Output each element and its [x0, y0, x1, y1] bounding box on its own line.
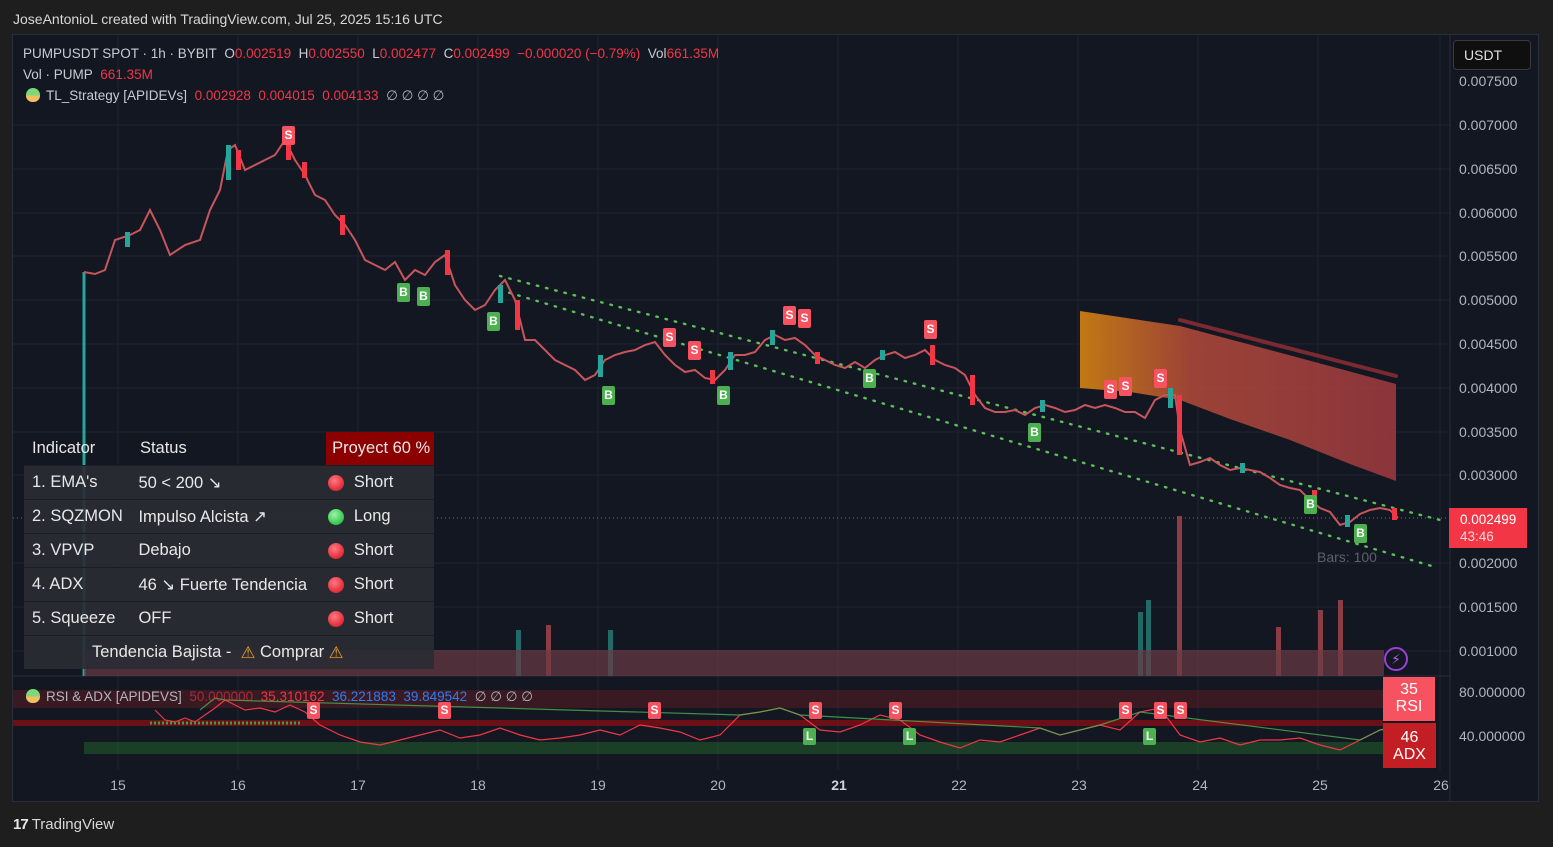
sell-signal: S: [798, 309, 811, 328]
bar-countdown: 43:46: [1460, 529, 1494, 544]
rsi-tick: 40.000000: [1459, 728, 1526, 744]
price-tick: 0.001000: [1459, 643, 1518, 659]
table-row: 4. ADX 46 ↘ Fuerte Tendencia Short: [24, 567, 434, 601]
price-tick: 0.005500: [1459, 248, 1518, 264]
rsi-sell-signal: S: [1154, 702, 1167, 719]
low-value: 0.002477: [379, 46, 437, 61]
time-tick: 22: [951, 777, 967, 793]
price-tick: 0.007500: [1459, 73, 1518, 89]
rsi-sell-signal: S: [1174, 702, 1187, 719]
table-header: Indicator Status Proyect 60 %: [24, 432, 434, 465]
buy-signal: B: [1354, 524, 1367, 543]
volume-legend[interactable]: Vol · PUMP 661.35M: [23, 67, 153, 82]
time-tick: 25: [1312, 777, 1328, 793]
open-value: 0.002519: [234, 46, 292, 61]
change-value: −0.000020 (−0.79%): [517, 46, 641, 61]
rsi-line: [154, 699, 1391, 751]
table-row: 2. SQZMON Impulso Alcista ↗ Long: [24, 499, 434, 533]
table-row: 3. VPVP Debajo Short: [24, 533, 434, 567]
candle-bodies: [125, 140, 1397, 527]
rsi-sell-signal: S: [889, 702, 902, 719]
rsi-value-tag: 35 RSI: [1383, 677, 1435, 721]
time-tick: 18: [470, 777, 486, 793]
high-value: 0.002550: [308, 46, 365, 61]
time-tick: 15: [110, 777, 126, 793]
buy-signal: B: [417, 287, 430, 306]
sell-signal: S: [663, 328, 676, 347]
lightning-icon[interactable]: ⚡: [1384, 647, 1408, 671]
frog-icon: [26, 88, 40, 102]
price-tick: 0.007000: [1459, 117, 1518, 133]
buy-signal: B: [487, 312, 500, 331]
time-tick: 20: [710, 777, 726, 793]
rsi-tick: 80.000000: [1459, 684, 1526, 700]
price-tick: 0.002000: [1459, 555, 1518, 571]
table-footer: Tendencia Bajista - ⚠ Comprar ⚠: [24, 635, 434, 669]
frog-icon: [26, 689, 40, 703]
buy-signal: B: [1304, 495, 1317, 514]
long-dot-icon: [327, 508, 344, 525]
time-tick: 19: [590, 777, 606, 793]
buy-signal: B: [1028, 423, 1041, 442]
warning-icon: ⚠: [328, 643, 344, 662]
close-value: 0.002499: [453, 46, 510, 61]
tradingview-logo[interactable]: 17 TradingView: [13, 816, 115, 833]
currency-selector[interactable]: USDT: [1453, 40, 1531, 70]
sell-signal: S: [1154, 369, 1167, 388]
warning-icon: ⚠: [240, 643, 256, 662]
short-dot-icon: [327, 610, 344, 627]
rsi-sell-signal: S: [307, 702, 320, 719]
price-tick: 0.001500: [1459, 599, 1518, 615]
rsi-long-signal: L: [903, 728, 916, 745]
sell-signal: S: [1104, 380, 1117, 399]
project-badge: Proyect 60 %: [326, 432, 434, 465]
time-tick: 17: [350, 777, 366, 793]
bars-count-label: Bars: 100: [1317, 549, 1377, 565]
price-tick: 0.004500: [1459, 336, 1518, 352]
rsi-sell-signal: S: [1119, 702, 1132, 719]
short-dot-icon: [327, 542, 344, 559]
sell-signal: S: [688, 341, 701, 360]
rsi-sell-signal: S: [648, 702, 661, 719]
price-tick: 0.004000: [1459, 380, 1518, 396]
sell-signal: S: [282, 126, 295, 145]
buy-signal: B: [717, 386, 730, 405]
rsi-long-signal: L: [1143, 728, 1156, 745]
adx-value-tag: 46 ADX: [1383, 723, 1436, 768]
chart-credit: JoseAntonioL created with TradingView.co…: [13, 11, 443, 27]
price-tick: 0.006500: [1459, 161, 1518, 177]
last-price-tag: 0.002499 43:46: [1449, 508, 1527, 548]
volume-value: 661.35M: [666, 46, 720, 61]
rsi-sell-signal: S: [809, 702, 822, 719]
time-tick: 21: [831, 777, 847, 793]
sell-signal: S: [783, 306, 796, 325]
buy-signal: B: [397, 283, 410, 302]
rsi-sell-signal: S: [438, 702, 451, 719]
price-tick: 0.003000: [1459, 467, 1518, 483]
time-tick: 16: [230, 777, 246, 793]
price-tick: 0.005000: [1459, 292, 1518, 308]
symbol-name: PUMPUSDT SPOT · 1h · BYBIT: [23, 46, 217, 61]
symbol-legend[interactable]: PUMPUSDT SPOT · 1h · BYBIT O0.002519 H0.…: [23, 46, 720, 61]
time-tick: 26: [1433, 777, 1449, 793]
indicator-table: Indicator Status Proyect 60 % 1. EMA's 5…: [24, 432, 434, 669]
strategy-legend[interactable]: TL_Strategy [APIDEVs] 0.002928 0.004015 …: [26, 88, 444, 104]
rsi-legend[interactable]: RSI & ADX [APIDEVS] 50.000000 35.310162 …: [26, 689, 533, 705]
table-row: 1. EMA's 50 < 200 ↘ Short: [24, 465, 434, 499]
price-tick: 0.006000: [1459, 205, 1518, 221]
tradingview-mark-icon: 17: [13, 816, 29, 833]
table-row: 5. Squeeze OFF Short: [24, 601, 434, 635]
buy-signal: B: [863, 369, 876, 388]
rsi-long-signal: L: [803, 728, 816, 745]
price-tick: 0.003500: [1459, 424, 1518, 440]
strategy-cloud: [1080, 311, 1396, 481]
sell-signal: S: [1119, 377, 1132, 396]
time-tick: 24: [1192, 777, 1208, 793]
short-dot-icon: [327, 576, 344, 593]
buy-signal: B: [602, 386, 615, 405]
short-dot-icon: [327, 474, 344, 491]
time-tick: 23: [1071, 777, 1087, 793]
sell-signal: S: [924, 320, 937, 339]
